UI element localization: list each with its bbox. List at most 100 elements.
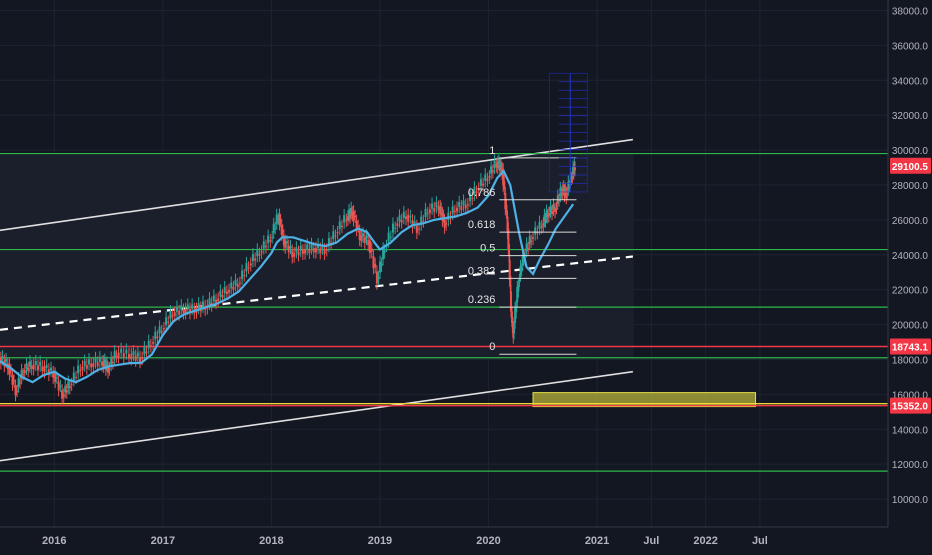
candle-body bbox=[107, 366, 110, 373]
candle-body bbox=[111, 361, 114, 364]
candle-body bbox=[340, 225, 343, 228]
candle-body bbox=[65, 390, 68, 393]
candle-body bbox=[304, 249, 307, 254]
candle-body bbox=[34, 361, 37, 366]
candle-body bbox=[389, 236, 392, 238]
candle-body bbox=[210, 302, 213, 306]
candle-body bbox=[547, 212, 550, 217]
candle-body bbox=[462, 200, 465, 206]
candle-body bbox=[139, 357, 142, 363]
candle-body bbox=[312, 248, 315, 253]
candle-body bbox=[284, 240, 287, 248]
candle-body bbox=[274, 228, 277, 230]
y-tick-label: 24000.0 bbox=[892, 251, 929, 262]
x-tick-label: 2021 bbox=[585, 535, 609, 547]
candle-body bbox=[27, 367, 30, 372]
candle-body bbox=[362, 233, 365, 237]
candle-body bbox=[360, 235, 363, 241]
candle-body bbox=[440, 208, 443, 210]
candle-body bbox=[50, 367, 53, 371]
candle-body bbox=[1, 356, 4, 360]
candle-body bbox=[319, 248, 322, 254]
y-tick-label: 36000.0 bbox=[892, 41, 929, 52]
candle-body bbox=[363, 237, 366, 244]
candle-body bbox=[516, 287, 519, 302]
candle-body bbox=[72, 372, 75, 381]
candle-body bbox=[351, 212, 354, 216]
candle-body bbox=[238, 282, 241, 284]
candle-body bbox=[456, 207, 459, 212]
candle-body bbox=[507, 228, 510, 249]
candle-body bbox=[521, 255, 524, 266]
candle-body bbox=[52, 372, 55, 378]
candle-body bbox=[293, 253, 296, 257]
candle-body bbox=[546, 214, 549, 218]
candle-body bbox=[310, 243, 313, 249]
candle-body bbox=[528, 236, 531, 245]
candle-body bbox=[236, 284, 239, 288]
y-tick-label: 22000.0 bbox=[892, 286, 929, 297]
price-axis-panel bbox=[888, 0, 932, 550]
candle-body bbox=[254, 258, 257, 261]
candle-body bbox=[281, 230, 284, 232]
candle-body bbox=[258, 253, 261, 256]
candle-body bbox=[520, 269, 523, 271]
candle-body bbox=[90, 363, 93, 368]
candle-body bbox=[47, 369, 50, 376]
candle-body bbox=[286, 241, 289, 244]
y-tick-label: 14000.0 bbox=[892, 425, 929, 436]
candle-body bbox=[301, 250, 304, 254]
candle-body bbox=[555, 207, 558, 209]
x-tick-label: 2017 bbox=[151, 535, 175, 547]
candle-body bbox=[241, 270, 244, 279]
candle-body bbox=[349, 214, 352, 218]
candle-body bbox=[314, 247, 317, 253]
candle-body bbox=[57, 381, 60, 391]
candle-body bbox=[332, 231, 335, 240]
candle-body bbox=[435, 202, 438, 208]
candle-body bbox=[542, 223, 545, 226]
candle-body bbox=[345, 219, 348, 221]
candle-body bbox=[188, 308, 191, 314]
price-label-badge bbox=[890, 157, 931, 174]
candle-body bbox=[447, 212, 450, 221]
candle-body bbox=[509, 291, 512, 312]
candle-body bbox=[551, 210, 554, 215]
price-label-text: 29100.5 bbox=[892, 162, 929, 173]
candle-body bbox=[55, 377, 58, 379]
candle-body bbox=[495, 165, 498, 167]
candle-body bbox=[544, 219, 547, 222]
candle-body bbox=[20, 369, 23, 379]
candle-body bbox=[122, 353, 125, 358]
candle-body bbox=[558, 199, 561, 201]
candle-body bbox=[32, 364, 35, 370]
candle-body bbox=[514, 307, 517, 323]
candle-body bbox=[147, 340, 150, 349]
candle-body bbox=[162, 328, 165, 330]
candle-body bbox=[127, 353, 130, 359]
candle-body bbox=[96, 362, 99, 367]
moving-average-line bbox=[0, 169, 575, 384]
candle-body bbox=[41, 366, 44, 371]
candle-body bbox=[428, 209, 431, 214]
candle-body bbox=[327, 238, 330, 247]
candle-body bbox=[562, 186, 565, 190]
candle-body bbox=[330, 242, 333, 244]
candle-body bbox=[156, 336, 159, 339]
candle-body bbox=[249, 263, 252, 266]
candle-body bbox=[525, 243, 528, 252]
candle-body bbox=[299, 245, 302, 251]
candle-body bbox=[532, 237, 535, 239]
candle-body bbox=[278, 214, 281, 225]
candle-body bbox=[230, 282, 233, 289]
candle-body bbox=[13, 380, 16, 382]
candle-body bbox=[98, 357, 101, 362]
y-tick-label: 34000.0 bbox=[892, 76, 929, 87]
candle-body bbox=[357, 225, 360, 227]
candle-body bbox=[486, 178, 489, 181]
candle-body bbox=[491, 170, 494, 173]
candle-body bbox=[28, 361, 31, 367]
candle-body bbox=[85, 365, 88, 369]
